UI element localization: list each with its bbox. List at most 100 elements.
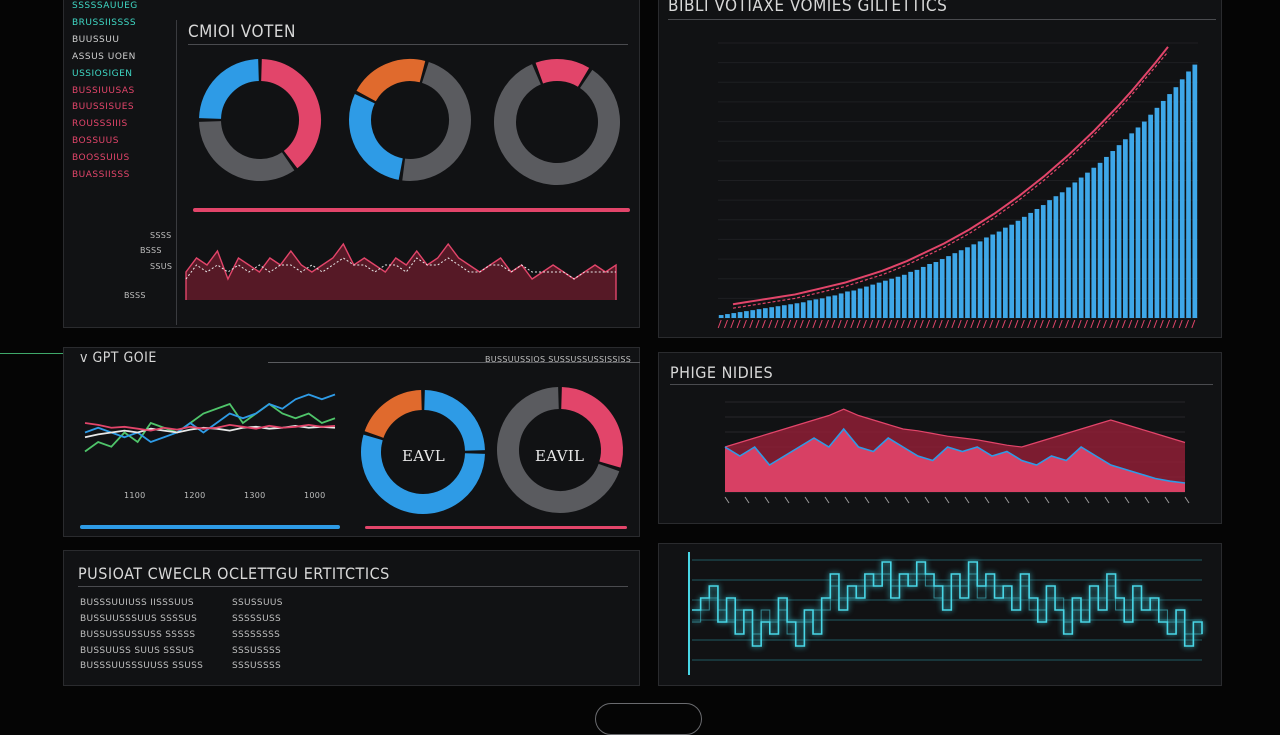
table-cell: BUSSSUUIUSS IISSSUUS bbox=[80, 598, 194, 608]
x-tick bbox=[744, 496, 750, 504]
bar bbox=[1173, 87, 1179, 318]
donut-slice bbox=[423, 390, 485, 452]
legend-item: BOOSSUIUS bbox=[72, 153, 130, 163]
legend-item: BUUSSUU bbox=[72, 35, 120, 45]
x-tick bbox=[1039, 319, 1044, 329]
bar bbox=[1078, 177, 1084, 318]
bar bbox=[952, 253, 958, 318]
x-tick bbox=[1147, 319, 1152, 329]
bar bbox=[971, 244, 977, 318]
x-tick-label: 1200 bbox=[184, 491, 206, 500]
x-tick bbox=[938, 319, 943, 329]
bar bbox=[750, 310, 756, 318]
donut-slice bbox=[199, 59, 260, 120]
x-tick bbox=[1014, 319, 1019, 329]
series-line bbox=[84, 422, 336, 432]
x-tick bbox=[1121, 319, 1126, 329]
bar bbox=[1040, 205, 1046, 318]
x-tick bbox=[1044, 496, 1050, 504]
x-tick bbox=[1185, 319, 1189, 329]
x-tick bbox=[864, 496, 870, 504]
x-tick bbox=[837, 319, 842, 329]
x-tick bbox=[1058, 319, 1063, 329]
x-tick bbox=[1164, 496, 1170, 504]
panel-title: BIBLI VOTIAXE VOMIES GILTETTICS bbox=[668, 0, 948, 16]
x-tick bbox=[1128, 319, 1133, 329]
donut-slice bbox=[494, 64, 620, 185]
x-tick bbox=[982, 319, 987, 329]
bar bbox=[737, 312, 743, 318]
x-tick bbox=[989, 319, 994, 329]
x-tick bbox=[1109, 319, 1114, 329]
legend-item: ASSUS UOEN bbox=[72, 52, 136, 62]
x-tick bbox=[856, 319, 861, 329]
x-tick bbox=[1184, 496, 1190, 504]
x-tick-label: 1000 bbox=[304, 491, 326, 500]
legend-item: BUUSSISUES bbox=[72, 102, 135, 112]
bar bbox=[1059, 192, 1065, 318]
x-tick bbox=[1090, 319, 1095, 329]
bar bbox=[851, 290, 857, 318]
trend-line bbox=[732, 51, 1169, 309]
x-tick bbox=[1172, 319, 1177, 329]
donut-charts-top bbox=[199, 59, 620, 185]
bar bbox=[901, 274, 907, 318]
x-tick bbox=[984, 496, 990, 504]
x-tick bbox=[894, 319, 899, 329]
table-cell: BUSSSUUSSSUUSS SSUSS bbox=[80, 661, 204, 671]
x-tick bbox=[784, 496, 790, 504]
x-tick bbox=[1020, 319, 1025, 329]
legend-item: USSIOSIGEN bbox=[72, 69, 133, 79]
bar bbox=[870, 284, 876, 318]
bar bbox=[857, 288, 863, 318]
table-cell: SSSUSSSS bbox=[232, 646, 281, 656]
bar bbox=[1116, 145, 1122, 318]
panel-title: v GPT GOIE bbox=[80, 350, 157, 366]
legend-item: SSSSSAUUEG bbox=[72, 1, 138, 11]
x-tick bbox=[825, 319, 829, 329]
bar bbox=[807, 300, 812, 318]
title-underline bbox=[668, 19, 1216, 20]
title-underline bbox=[78, 586, 628, 587]
bar bbox=[756, 309, 762, 318]
x-tick bbox=[844, 319, 848, 329]
x-tick bbox=[1052, 319, 1057, 329]
donut-center-label: EAVL bbox=[402, 447, 446, 465]
x-tick bbox=[951, 319, 956, 329]
wave-label: BSSS bbox=[140, 246, 162, 255]
trend-line bbox=[732, 46, 1169, 306]
area-chart bbox=[724, 401, 1190, 504]
bar bbox=[958, 250, 964, 318]
x-tick bbox=[862, 319, 867, 329]
bar bbox=[908, 271, 913, 318]
x-tick bbox=[1001, 319, 1006, 329]
bar bbox=[933, 262, 939, 318]
x-tick bbox=[926, 319, 931, 329]
x-tick bbox=[804, 496, 810, 504]
bar bbox=[1186, 71, 1191, 318]
bar bbox=[883, 280, 888, 318]
x-tick-label: 1300 bbox=[244, 491, 266, 500]
bar bbox=[819, 298, 825, 318]
x-tick bbox=[944, 496, 950, 504]
bar bbox=[1141, 121, 1147, 318]
bar bbox=[977, 241, 983, 318]
x-tick bbox=[875, 319, 880, 329]
bar bbox=[927, 263, 932, 318]
x-tick bbox=[919, 319, 924, 329]
x-tick bbox=[995, 319, 1000, 329]
x-tick bbox=[1134, 319, 1139, 329]
signal-line bbox=[692, 573, 1203, 635]
bar bbox=[838, 293, 844, 318]
bar bbox=[1034, 208, 1040, 318]
donut-slice bbox=[199, 120, 295, 181]
x-tick bbox=[932, 319, 937, 329]
bar bbox=[1160, 100, 1166, 318]
x-tick bbox=[888, 319, 893, 329]
panel-title: CMIOI VOTEN bbox=[188, 22, 296, 42]
x-tick bbox=[1084, 496, 1090, 504]
home-indicator[interactable] bbox=[595, 703, 702, 735]
bar bbox=[1110, 151, 1116, 318]
x-tick bbox=[1140, 319, 1145, 329]
divider-vertical bbox=[176, 20, 177, 325]
